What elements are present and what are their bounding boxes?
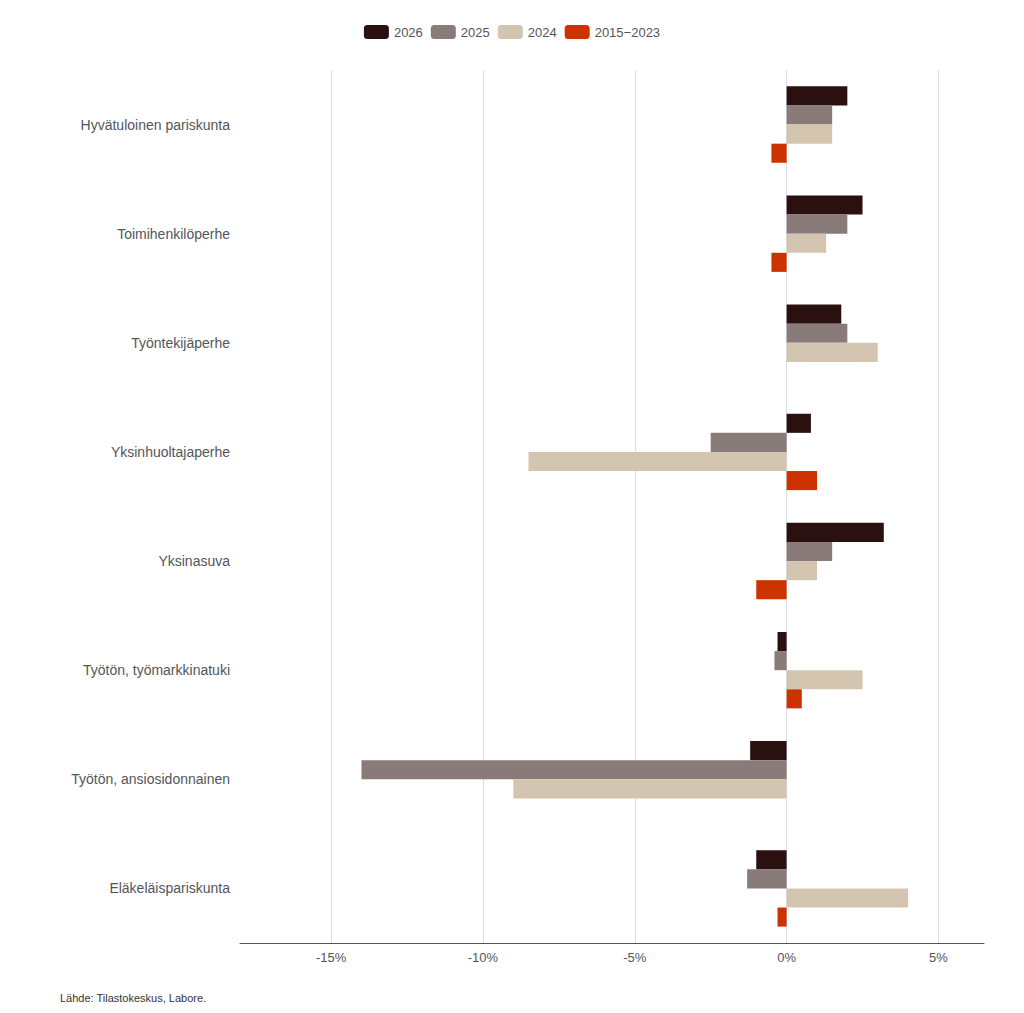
svg-text:Toimihenkilöperhe: Toimihenkilöperhe [117,226,230,242]
svg-text:2024: 2024 [528,25,557,40]
svg-text:0%: 0% [777,950,796,965]
svg-text:2015−2023: 2015−2023 [595,25,660,40]
svg-text:-5%: -5% [623,950,647,965]
svg-text:Työntekijäperhe: Työntekijäperhe [131,335,230,351]
svg-text:Eläkeläispariskunta: Eläkeläispariskunta [109,880,230,896]
svg-text:Yksinasuva: Yksinasuva [158,553,230,569]
svg-text:-10%: -10% [468,950,499,965]
svg-text:Lähde: Tilastokeskus, Labore.: Lähde: Tilastokeskus, Labore. [60,992,206,1004]
svg-text:Työtön, työmarkkinatuki: Työtön, työmarkkinatuki [83,662,230,678]
svg-text:-15%: -15% [316,950,347,965]
svg-text:Yksinhuoltajaperhe: Yksinhuoltajaperhe [111,444,230,460]
svg-text:Työtön, ansiosidonnainen: Työtön, ansiosidonnainen [71,771,230,787]
svg-text:5%: 5% [929,950,948,965]
svg-text:2026: 2026 [394,25,423,40]
svg-text:Hyvätuloinen pariskunta: Hyvätuloinen pariskunta [81,117,231,133]
svg-text:2025: 2025 [461,25,490,40]
